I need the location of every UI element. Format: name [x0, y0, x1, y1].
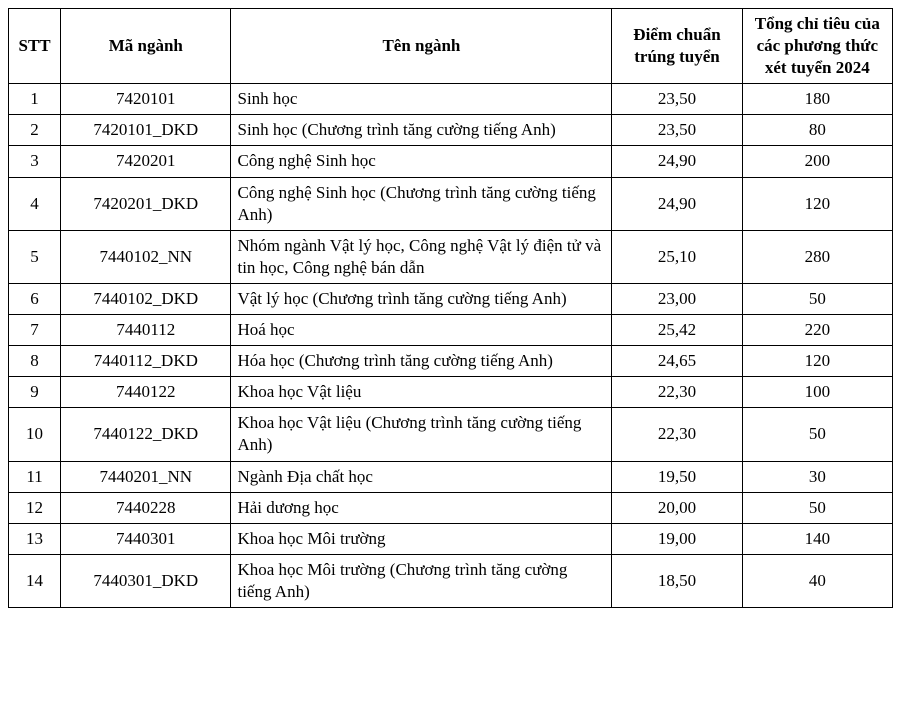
cell-name: Hải dương học [231, 492, 612, 523]
cell-name: Sinh học (Chương trình tăng cường tiếng … [231, 115, 612, 146]
cell-stt: 5 [9, 230, 61, 283]
cell-stt: 6 [9, 283, 61, 314]
cell-code: 7440301_DKD [61, 554, 231, 607]
cell-code: 7420101 [61, 84, 231, 115]
cell-code: 7420101_DKD [61, 115, 231, 146]
table-header-row: STT Mã ngành Tên ngành Điểm chuẩn trúng … [9, 9, 893, 84]
table-row: 87440112_DKDHóa học (Chương trình tăng c… [9, 346, 893, 377]
table-row: 127440228Hải dương học20,0050 [9, 492, 893, 523]
cell-score: 22,30 [612, 408, 742, 461]
col-header-quota: Tổng chỉ tiêu của các phương thức xét tu… [742, 9, 892, 84]
cell-score: 24,65 [612, 346, 742, 377]
cell-quota: 120 [742, 177, 892, 230]
cell-code: 7440122_DKD [61, 408, 231, 461]
table-row: 117440201_NNNgành Địa chất học19,5030 [9, 461, 893, 492]
col-header-name: Tên ngành [231, 9, 612, 84]
cell-stt: 8 [9, 346, 61, 377]
cell-stt: 4 [9, 177, 61, 230]
col-header-code: Mã ngành [61, 9, 231, 84]
table-row: 37420201Công nghệ Sinh học24,90200 [9, 146, 893, 177]
table-row: 67440102_DKDVật lý học (Chương trình tăn… [9, 283, 893, 314]
table-row: 137440301Khoa học Môi trường19,00140 [9, 523, 893, 554]
cell-name: Khoa học Vật liệu [231, 377, 612, 408]
cell-score: 23,00 [612, 283, 742, 314]
admissions-table: STT Mã ngành Tên ngành Điểm chuẩn trúng … [8, 8, 893, 608]
cell-score: 24,90 [612, 146, 742, 177]
cell-quota: 140 [742, 523, 892, 554]
cell-quota: 280 [742, 230, 892, 283]
cell-score: 19,00 [612, 523, 742, 554]
cell-code: 7420201_DKD [61, 177, 231, 230]
cell-code: 7420201 [61, 146, 231, 177]
cell-code: 7440228 [61, 492, 231, 523]
cell-stt: 9 [9, 377, 61, 408]
table-row: 27420101_DKDSinh học (Chương trình tăng … [9, 115, 893, 146]
table-row: 77440112Hoá học25,42220 [9, 315, 893, 346]
cell-stt: 13 [9, 523, 61, 554]
cell-quota: 120 [742, 346, 892, 377]
table-row: 17420101Sinh học23,50180 [9, 84, 893, 115]
table-row: 147440301_DKDKhoa học Môi trường (Chương… [9, 554, 893, 607]
col-header-stt: STT [9, 9, 61, 84]
cell-stt: 12 [9, 492, 61, 523]
cell-name: Ngành Địa chất học [231, 461, 612, 492]
cell-code: 7440102_DKD [61, 283, 231, 314]
cell-stt: 10 [9, 408, 61, 461]
cell-score: 18,50 [612, 554, 742, 607]
table-row: 97440122Khoa học Vật liệu22,30100 [9, 377, 893, 408]
cell-name: Hóa học (Chương trình tăng cường tiếng A… [231, 346, 612, 377]
cell-code: 7440301 [61, 523, 231, 554]
col-header-score: Điểm chuẩn trúng tuyển [612, 9, 742, 84]
cell-quota: 80 [742, 115, 892, 146]
cell-score: 22,30 [612, 377, 742, 408]
cell-name: Vật lý học (Chương trình tăng cường tiến… [231, 283, 612, 314]
cell-score: 20,00 [612, 492, 742, 523]
cell-quota: 50 [742, 492, 892, 523]
cell-score: 23,50 [612, 115, 742, 146]
cell-name: Khoa học Môi trường [231, 523, 612, 554]
table-row: 47420201_DKDCông nghệ Sinh học (Chương t… [9, 177, 893, 230]
cell-score: 23,50 [612, 84, 742, 115]
cell-score: 24,90 [612, 177, 742, 230]
cell-name: Công nghệ Sinh học [231, 146, 612, 177]
cell-score: 19,50 [612, 461, 742, 492]
cell-quota: 50 [742, 408, 892, 461]
cell-name: Sinh học [231, 84, 612, 115]
cell-score: 25,42 [612, 315, 742, 346]
cell-stt: 14 [9, 554, 61, 607]
cell-quota: 180 [742, 84, 892, 115]
cell-quota: 30 [742, 461, 892, 492]
cell-stt: 3 [9, 146, 61, 177]
cell-stt: 11 [9, 461, 61, 492]
table-row: 107440122_DKDKhoa học Vật liệu (Chương t… [9, 408, 893, 461]
cell-name: Công nghệ Sinh học (Chương trình tăng cư… [231, 177, 612, 230]
cell-stt: 7 [9, 315, 61, 346]
cell-code: 7440112_DKD [61, 346, 231, 377]
table-row: 57440102_NNNhóm ngành Vật lý học, Công n… [9, 230, 893, 283]
cell-quota: 50 [742, 283, 892, 314]
cell-score: 25,10 [612, 230, 742, 283]
cell-name: Hoá học [231, 315, 612, 346]
cell-code: 7440122 [61, 377, 231, 408]
cell-name: Khoa học Môi trường (Chương trình tăng c… [231, 554, 612, 607]
cell-code: 7440112 [61, 315, 231, 346]
cell-quota: 200 [742, 146, 892, 177]
cell-name: Nhóm ngành Vật lý học, Công nghệ Vật lý … [231, 230, 612, 283]
cell-quota: 220 [742, 315, 892, 346]
cell-quota: 40 [742, 554, 892, 607]
cell-stt: 2 [9, 115, 61, 146]
cell-code: 7440102_NN [61, 230, 231, 283]
cell-stt: 1 [9, 84, 61, 115]
cell-name: Khoa học Vật liệu (Chương trình tăng cườ… [231, 408, 612, 461]
cell-code: 7440201_NN [61, 461, 231, 492]
cell-quota: 100 [742, 377, 892, 408]
